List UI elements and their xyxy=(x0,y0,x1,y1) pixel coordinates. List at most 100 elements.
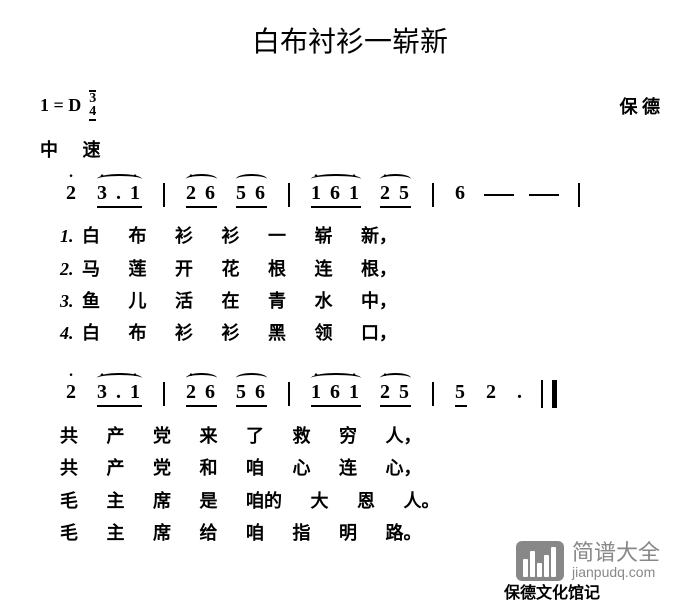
note-group: 1 6 1 xyxy=(311,182,361,208)
barline xyxy=(288,183,290,207)
note-group: 1 6 1 xyxy=(311,381,361,407)
note: . xyxy=(517,381,524,404)
time-denominator: 4 xyxy=(89,106,96,119)
piano-icon xyxy=(516,541,564,581)
note: 2 xyxy=(66,182,78,205)
lyric-char: 在 xyxy=(222,285,240,317)
lyric-char: 咱的 xyxy=(246,485,282,517)
lyric-char: 席 xyxy=(153,517,171,549)
note-group: 3 . 1 xyxy=(97,381,142,407)
lyric-char: 黑 xyxy=(268,317,286,349)
lyric-char: 咱 xyxy=(246,517,264,549)
watermark-cn: 简谱大全 xyxy=(572,541,660,565)
lyric-char: 恩 xyxy=(357,485,375,517)
lyric-char: 穷 xyxy=(339,420,357,452)
lyric-row: 共 产 党 来 了 救 穷 人， xyxy=(40,420,660,452)
lyric-char: 党 xyxy=(153,452,171,484)
barline xyxy=(288,382,290,406)
lyric-char: 口， xyxy=(361,317,397,349)
lyric-char: 崭 xyxy=(315,220,333,252)
lyric-char: 花 xyxy=(222,253,240,285)
verse-number: 4. xyxy=(60,323,74,343)
barline xyxy=(432,183,434,207)
music-line-1: 2 3 . 1 2 6 5 6 1 6 1 2 5 6 xyxy=(40,182,660,208)
lyric-char: 衫 xyxy=(175,220,193,252)
dash xyxy=(484,194,514,196)
dash xyxy=(529,194,559,196)
lyric-char: 人， xyxy=(386,420,422,452)
lyric-char: 青 xyxy=(268,285,286,317)
lyric-row: 4. 白 布 衫 衫 黑 领 口， xyxy=(40,317,660,349)
lyric-char: 人。 xyxy=(404,485,440,517)
lyric-char: 衫 xyxy=(222,220,240,252)
lyric-char: 救 xyxy=(293,420,311,452)
watermark-en: jianpudq.com xyxy=(572,565,660,580)
lyric-char: 布 xyxy=(129,317,147,349)
verse-number: 2. xyxy=(60,259,74,279)
watermark: 简谱大全 jianpudq.com xyxy=(516,541,660,581)
lyric-char: 白 xyxy=(82,220,100,252)
lyric-char: 指 xyxy=(293,517,311,549)
lyric-char: 马 xyxy=(82,253,100,285)
note-group: 5 6 xyxy=(236,381,267,407)
lyric-char: 儿 xyxy=(129,285,147,317)
note: 5 xyxy=(455,381,467,407)
lyric-char: 白 xyxy=(82,317,100,349)
verse-number: 3. xyxy=(60,291,74,311)
lyric-row: 毛 主 席 是 咱的 大 恩 人。 xyxy=(40,485,660,517)
composer: 保 德 xyxy=(620,93,661,119)
lyric-char: 中， xyxy=(361,285,397,317)
tempo-marking: 中 速 xyxy=(40,136,660,162)
lyric-char: 路。 xyxy=(386,517,422,549)
lyric-char: 水 xyxy=(315,285,333,317)
lyric-char: 毛 xyxy=(60,485,78,517)
time-signature: 3 4 xyxy=(89,90,96,121)
note-group: 5 6 xyxy=(236,182,267,208)
lyric-char: 衫 xyxy=(175,317,193,349)
note-group: 2 5 xyxy=(380,182,411,208)
note-group: 2 5 xyxy=(380,381,411,407)
lyric-char: 来 xyxy=(200,420,218,452)
lyric-char: 衫 xyxy=(222,317,240,349)
barline xyxy=(163,382,165,406)
barline xyxy=(578,183,580,207)
lyric-char: 一 xyxy=(268,220,286,252)
lyric-char: 根 xyxy=(268,253,286,285)
note-group: 2 6 xyxy=(186,182,217,208)
lyric-char: 席 xyxy=(153,485,171,517)
note: 6 xyxy=(455,182,467,205)
barline xyxy=(163,183,165,207)
note-group: 3 . 1 xyxy=(97,182,142,208)
lyric-row: 1. 白 布 衫 衫 一 崭 新， xyxy=(40,220,660,252)
lyric-char: 心 xyxy=(293,452,311,484)
lyric-char: 咱 xyxy=(246,452,264,484)
watermark-text: 简谱大全 jianpudq.com xyxy=(572,541,660,581)
lyric-char: 产 xyxy=(107,420,125,452)
lyric-char: 活 xyxy=(175,285,193,317)
lyric-row: 2. 马 莲 开 花 根 连 根， xyxy=(40,253,660,285)
key-text: 1 = D xyxy=(40,95,81,116)
lyrics-block-2: 共 产 党 来 了 救 穷 人， 共 产 党 和 咱 心 连 心， 毛 主 席 … xyxy=(40,420,660,550)
final-barline xyxy=(541,380,557,408)
note: 2 xyxy=(486,381,498,404)
lyric-char: 共 xyxy=(60,452,78,484)
credit-text: 保德文化馆记 xyxy=(40,579,660,603)
lyric-char: 连 xyxy=(315,253,333,285)
lyric-char: 和 xyxy=(200,452,218,484)
song-title: 白布衬衫一崭新 xyxy=(40,20,660,60)
lyric-char: 大 xyxy=(311,485,329,517)
lyric-char: 了 xyxy=(246,420,264,452)
key-signature: 1 = D 3 4 xyxy=(40,90,96,121)
lyric-char: 鱼 xyxy=(82,285,100,317)
music-line-2: 2 3 . 1 2 6 5 6 1 6 1 2 5 5 2 . xyxy=(40,380,660,408)
lyric-char: 心， xyxy=(386,452,422,484)
note: 2 xyxy=(66,381,78,404)
lyric-char: 共 xyxy=(60,420,78,452)
lyric-char: 是 xyxy=(200,485,218,517)
lyric-char: 产 xyxy=(107,452,125,484)
verse-number: 1. xyxy=(60,226,74,246)
lyric-row: 共 产 党 和 咱 心 连 心， xyxy=(40,452,660,484)
lyric-char: 莲 xyxy=(129,253,147,285)
lyric-char: 领 xyxy=(315,317,333,349)
header-row: 1 = D 3 4 保 德 xyxy=(40,90,660,121)
